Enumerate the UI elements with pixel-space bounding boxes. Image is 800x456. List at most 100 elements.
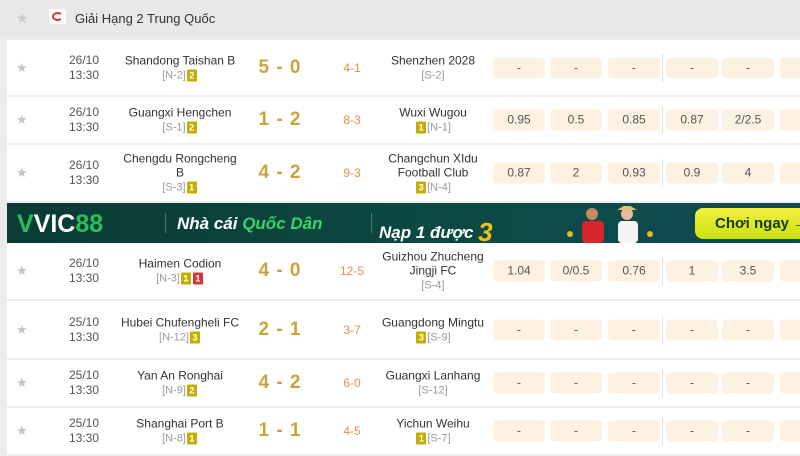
odds-cell[interactable]: 0.5 bbox=[550, 109, 602, 131]
match-date: 25/10 bbox=[68, 368, 100, 382]
full-time-score[interactable]: 1 - 2 bbox=[258, 109, 302, 130]
odds-cell[interactable]: - bbox=[780, 372, 800, 394]
league-title[interactable]: Giải Hạng 2 Trung Quốc bbox=[75, 11, 216, 26]
odds-cell[interactable]: - bbox=[780, 319, 800, 340]
match-date: 26/10 bbox=[68, 52, 100, 67]
match-row[interactable]: ★ 26/10 13:30 Shandong Taishan B [N-2] 2 5 - 0… bbox=[7, 40, 800, 97]
odds-cell[interactable]: - bbox=[608, 372, 660, 394]
home-team-name: Chengdu Rongcheng B bbox=[123, 151, 237, 180]
star-icon[interactable]: ★ bbox=[16, 112, 28, 127]
odds-cell[interactable]: - bbox=[780, 57, 800, 78]
home-team[interactable]: Hubei Chufengheli FC [N-12] 3 bbox=[120, 315, 240, 344]
home-team[interactable]: Chengdu Rongcheng B [S-3] 1 bbox=[120, 152, 240, 195]
match-datetime: 25/10 13:30 bbox=[59, 416, 109, 446]
away-team[interactable]: Guangxi Lanhang [S-12] bbox=[373, 369, 493, 398]
odds-cell[interactable]: 0.87 bbox=[666, 109, 718, 131]
away-team[interactable]: Guangdong Mingtu 3 [S-9] bbox=[373, 315, 493, 344]
odds-cell[interactable]: - bbox=[722, 420, 774, 442]
odds-cell[interactable]: - bbox=[608, 57, 660, 78]
full-time-score[interactable]: 1 - 1 bbox=[258, 420, 302, 441]
home-team-meta: [S-3] 1 bbox=[120, 181, 240, 195]
full-time-score[interactable]: 5 - 0 bbox=[258, 56, 302, 78]
odds-cell[interactable]: 4 bbox=[722, 162, 774, 184]
odds-cell[interactable]: - bbox=[722, 57, 774, 78]
odds-cell[interactable]: 0 bbox=[780, 162, 800, 184]
away-team[interactable]: Wuxi Wugou 1 [N-1] bbox=[373, 106, 493, 135]
away-team-name: Guangdong Mingtu bbox=[381, 315, 485, 329]
odds-cell[interactable]: 1.04 bbox=[493, 260, 545, 282]
full-time-score[interactable]: 4 - 2 bbox=[258, 162, 302, 183]
match-datetime: 25/10 13:30 bbox=[59, 368, 109, 398]
full-time-score[interactable]: 4 - 2 bbox=[258, 372, 302, 393]
full-time-score[interactable]: 2 - 1 bbox=[258, 318, 302, 340]
star-icon[interactable]: ★ bbox=[16, 10, 29, 26]
odds-cell[interactable]: 0 bbox=[780, 109, 800, 131]
odds-cell[interactable]: - bbox=[666, 57, 718, 78]
odds-cell[interactable]: 0.93 bbox=[608, 162, 660, 184]
away-team[interactable]: Guizhou Zhucheng Jingji FC [S-4] bbox=[373, 250, 493, 293]
odds-cell[interactable]: 0.76 bbox=[608, 260, 660, 282]
odds-cell[interactable]: - bbox=[722, 372, 774, 394]
away-team-name: Guizhou Zhucheng Jingji FC bbox=[382, 249, 484, 278]
odds-cell[interactable]: 0.87 bbox=[493, 162, 545, 184]
ad-banner[interactable]: VVIC88 Nhà cái Quốc Dân Nạp 1 được 3 Chơ… bbox=[7, 203, 800, 243]
star-icon[interactable]: ★ bbox=[16, 321, 28, 337]
match-date: 26/10 bbox=[68, 158, 100, 172]
odds-cell[interactable]: 0 bbox=[780, 260, 800, 282]
odds-cell[interactable]: - bbox=[550, 319, 602, 340]
match-row[interactable]: ★ 25/10 13:30 Shanghai Port B [N-8] 1 1 - 1 4-5… bbox=[7, 408, 800, 456]
full-time-score[interactable]: 4 - 0 bbox=[258, 260, 302, 281]
odds-cell[interactable]: 0/0.5 bbox=[550, 260, 602, 282]
odds-cell[interactable]: 0.85 bbox=[608, 109, 660, 131]
play-now-button[interactable]: Chơi ngay → bbox=[695, 208, 800, 239]
home-team[interactable]: Yan An Ronghai [N-9] 2 bbox=[120, 369, 240, 398]
odds-cell[interactable]: - bbox=[493, 319, 545, 340]
odds-divider bbox=[662, 159, 663, 187]
home-team[interactable]: Shandong Taishan B [N-2] 2 bbox=[120, 53, 240, 82]
home-team[interactable]: Shanghai Port B [N-8] 1 bbox=[120, 417, 240, 446]
star-icon[interactable]: ★ bbox=[16, 165, 28, 180]
home-team-name: Shandong Taishan B bbox=[124, 53, 236, 67]
star-icon[interactable]: ★ bbox=[16, 263, 28, 278]
match-row[interactable]: ★ 26/10 13:30 Chengdu Rongcheng B [S-3] 1 4 - … bbox=[7, 145, 800, 203]
away-team[interactable]: Yichun Weihu 1 [S-7] bbox=[373, 417, 493, 446]
odds-cell[interactable]: 3.5 bbox=[722, 260, 774, 282]
odds-cell[interactable]: 2/2.5 bbox=[722, 109, 774, 131]
home-rank: [N-12] bbox=[159, 331, 189, 343]
match-row[interactable]: ★ 25/10 13:30 Yan An Ronghai [N-9] 2 4 - 2 6-0 G… bbox=[7, 360, 800, 408]
banner-logo: VVIC88 bbox=[17, 210, 104, 238]
match-row[interactable]: ★ 26/10 13:30 Guangxi Hengchen [S-1] 2 1 - 2 8-… bbox=[7, 97, 800, 145]
odds-cell[interactable]: - bbox=[550, 57, 602, 78]
odds-cell[interactable]: - bbox=[493, 420, 545, 442]
home-rank: [S-3] bbox=[162, 181, 186, 194]
match-row[interactable]: ★ 26/10 13:30 Haimen Codion [N-3] 1 1 4 - 0 12-5… bbox=[7, 243, 800, 301]
odds-cell[interactable]: - bbox=[722, 319, 774, 340]
star-icon[interactable]: ★ bbox=[16, 375, 28, 390]
away-rank: [S-12] bbox=[418, 384, 448, 397]
away-team-name: Wuxi Wugou bbox=[399, 105, 467, 120]
away-team[interactable]: Shenzhen 2028 [S-2] bbox=[373, 53, 493, 82]
odds-cell[interactable]: 2 bbox=[550, 162, 602, 184]
odds-cell[interactable]: - bbox=[493, 57, 545, 78]
odds-cell[interactable]: - bbox=[780, 420, 800, 442]
odds-cell[interactable]: 0.95 bbox=[493, 109, 545, 131]
odds-cell[interactable]: - bbox=[666, 372, 718, 394]
odds-cell[interactable]: - bbox=[608, 319, 660, 340]
home-team[interactable]: Haimen Codion [N-3] 1 1 bbox=[120, 257, 240, 286]
odds-cell[interactable]: - bbox=[493, 372, 545, 394]
odds-cell[interactable]: - bbox=[666, 319, 718, 340]
odds-cell[interactable]: - bbox=[550, 420, 602, 442]
away-rank: [S-9] bbox=[427, 331, 451, 343]
match-time: 13:30 bbox=[68, 173, 100, 187]
odds-cell[interactable]: - bbox=[608, 420, 660, 442]
odds-cell[interactable]: 1 bbox=[666, 260, 718, 282]
odds-cell[interactable]: 0.9 bbox=[666, 162, 718, 184]
away-team[interactable]: Changchun XIdu Football Club 3 [N-4] bbox=[373, 152, 493, 195]
match-row[interactable]: ★ 25/10 13:30 Hubei Chufengheli FC [N-12] 3 2 … bbox=[7, 301, 800, 360]
home-team[interactable]: Guangxi Hengchen [S-1] 2 bbox=[120, 106, 240, 135]
star-icon[interactable]: ★ bbox=[16, 423, 28, 438]
odds-cell[interactable]: - bbox=[550, 372, 602, 394]
home-team-meta: [N-8] 1 bbox=[120, 432, 240, 446]
star-icon[interactable]: ★ bbox=[16, 59, 28, 75]
odds-cell[interactable]: - bbox=[666, 420, 718, 442]
